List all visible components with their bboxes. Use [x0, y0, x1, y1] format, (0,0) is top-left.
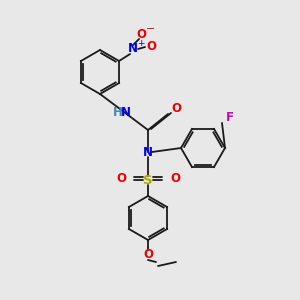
Text: F: F [226, 111, 234, 124]
Text: O: O [136, 28, 146, 41]
Text: H: H [113, 106, 123, 119]
Text: O: O [146, 40, 156, 53]
Text: O: O [170, 172, 180, 185]
Text: O: O [171, 103, 181, 116]
Text: O: O [143, 248, 153, 262]
Text: S: S [143, 173, 153, 187]
Text: −: − [146, 24, 155, 34]
Text: N: N [128, 43, 138, 56]
Text: N: N [143, 146, 153, 160]
Text: N: N [121, 106, 131, 119]
Text: +: + [137, 38, 145, 47]
Text: O: O [116, 172, 126, 185]
